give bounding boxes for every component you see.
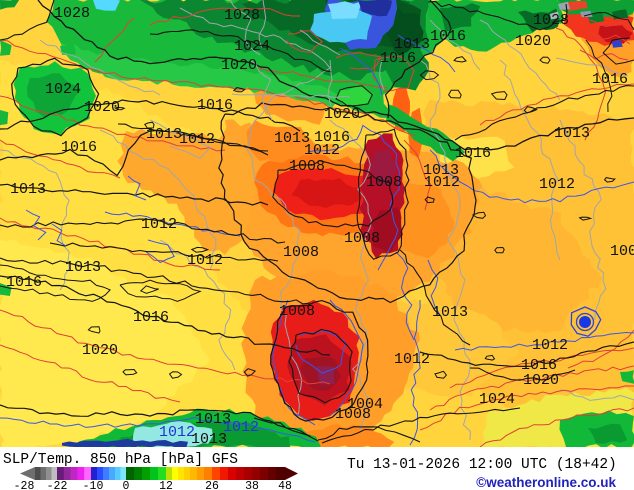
svg-text:1020: 1020 [515, 33, 551, 50]
svg-text:1020: 1020 [523, 372, 559, 389]
svg-text:1016: 1016 [6, 274, 42, 291]
svg-text:1020: 1020 [82, 342, 118, 359]
svg-text:1013: 1013 [195, 411, 231, 428]
svg-text:1013: 1013 [274, 130, 310, 147]
svg-text:©weatheronline.co.uk: ©weatheronline.co.uk [476, 475, 616, 490]
svg-text:1008: 1008 [366, 174, 402, 191]
svg-text:1013: 1013 [65, 259, 101, 276]
svg-text:1008: 1008 [289, 158, 325, 175]
svg-text:1013: 1013 [146, 126, 182, 143]
svg-text:1012: 1012 [187, 252, 223, 269]
svg-text:1016: 1016 [380, 50, 416, 67]
svg-text:1016: 1016 [61, 139, 97, 156]
svg-text:1013: 1013 [423, 162, 459, 179]
svg-text:1016: 1016 [521, 357, 557, 374]
svg-text:-22: -22 [47, 480, 68, 490]
svg-text:1008: 1008 [610, 243, 634, 260]
svg-text:1012: 1012 [532, 337, 568, 354]
svg-text:1020: 1020 [221, 57, 257, 74]
svg-text:48: 48 [278, 480, 292, 490]
svg-text:1012: 1012 [141, 216, 177, 233]
svg-text:1008: 1008 [279, 303, 315, 320]
svg-text:1013: 1013 [10, 181, 46, 198]
svg-text:1013: 1013 [432, 304, 468, 321]
svg-text:1020: 1020 [84, 99, 120, 116]
svg-text:1016: 1016 [592, 71, 628, 88]
svg-text:1016: 1016 [430, 28, 466, 45]
svg-text:12: 12 [159, 480, 173, 490]
svg-text:1012: 1012 [394, 351, 430, 368]
svg-text:38: 38 [245, 480, 259, 490]
svg-text:1016: 1016 [197, 97, 233, 114]
svg-text:1008: 1008 [335, 406, 371, 423]
svg-text:1013: 1013 [554, 125, 590, 142]
svg-text:1024: 1024 [479, 391, 515, 408]
svg-text:1024: 1024 [234, 38, 270, 55]
svg-text:1028: 1028 [224, 7, 260, 24]
svg-text:-10: -10 [83, 480, 104, 490]
svg-text:1012: 1012 [304, 142, 340, 159]
svg-text:SLP/Temp. 850 hPa [hPa] GFS: SLP/Temp. 850 hPa [hPa] GFS [3, 452, 238, 468]
svg-text:1028: 1028 [54, 5, 90, 22]
svg-text:1013: 1013 [191, 431, 227, 448]
svg-text:Tu 13-01-2026 12:00 UTC (18+42: Tu 13-01-2026 12:00 UTC (18+42) [347, 457, 617, 473]
svg-text:1016: 1016 [455, 145, 491, 162]
svg-text:1016: 1016 [133, 309, 169, 326]
svg-text:1012: 1012 [223, 419, 259, 436]
svg-text:1024: 1024 [45, 81, 81, 98]
svg-text:1012: 1012 [179, 131, 215, 148]
svg-text:1012: 1012 [539, 176, 575, 193]
svg-text:1016: 1016 [314, 129, 350, 146]
svg-text:1008: 1008 [344, 230, 380, 247]
svg-text:1013: 1013 [394, 36, 430, 53]
svg-text:1008: 1008 [283, 244, 319, 261]
svg-text:1004: 1004 [347, 396, 383, 413]
svg-text:26: 26 [205, 480, 219, 490]
svg-text:1020: 1020 [324, 106, 360, 123]
svg-text:1012: 1012 [424, 174, 460, 191]
svg-text:1012: 1012 [159, 424, 195, 441]
svg-text:1028: 1028 [533, 12, 569, 29]
svg-text:-28: -28 [14, 480, 35, 490]
svg-text:0: 0 [123, 480, 130, 490]
